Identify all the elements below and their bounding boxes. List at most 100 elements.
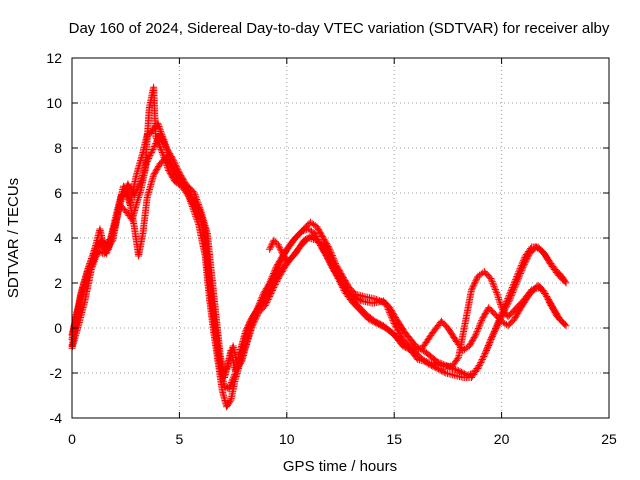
y-tick-label: 0 [54,320,62,336]
data-point [82,276,90,284]
data-point [439,368,447,375]
data-point [157,132,165,140]
data-point [274,241,282,249]
data-point [469,283,477,291]
data-point [520,262,528,270]
data-point [493,323,501,331]
data-point [161,157,169,165]
data-point [388,313,396,321]
data-point [333,269,341,277]
data-point [470,281,478,289]
data-point [484,343,492,351]
data-point [268,287,276,294]
data-point [482,346,490,354]
data-point [558,318,566,326]
y-tick-label: 6 [54,185,62,201]
data-point [121,188,129,196]
data-point [327,255,335,263]
data-point [221,366,229,374]
data-point [396,330,404,338]
data-point [523,254,531,262]
data-point [492,325,500,333]
data-point [150,143,158,150]
data-point [328,257,336,265]
data-point [521,260,529,268]
data-point [132,188,140,196]
data-point [146,152,154,159]
data-point [474,365,482,372]
data-point [118,194,126,202]
data-point [471,332,479,340]
data-point [171,160,179,168]
data-point [92,250,100,258]
data-point [474,324,482,332]
data-point [271,282,279,290]
data-point [121,186,129,194]
data-point [514,276,522,284]
data-point [183,183,191,191]
data-point [511,284,519,292]
data-point [509,288,517,296]
data-point [225,383,233,391]
data-point [497,302,505,310]
data-point [394,327,402,335]
data-point [495,295,503,303]
data-point [130,191,138,199]
data-point [225,385,233,393]
data-point [86,266,94,273]
data-point [163,162,171,170]
series-track-e [266,236,291,264]
data-point [485,340,493,348]
data-point [513,279,521,287]
data-point [337,278,345,286]
axis-ticks: 0 5 10 15 20 25 -4 -2 0 2 4 6 8 10 12 [46,50,617,447]
x-axis-title: GPS time / hours [283,458,397,475]
data-point [229,375,237,383]
data-points [68,83,570,411]
data-point [275,242,283,250]
data-point [508,290,516,298]
data-point [491,284,499,292]
data-point [386,309,394,317]
data-point [226,382,234,390]
y-tick-label: -2 [50,365,63,381]
data-point [187,191,195,198]
data-point [162,143,170,150]
data-point [282,255,290,263]
data-point [87,263,95,270]
data-point [249,320,257,328]
data-point [173,163,181,171]
data-point [475,363,483,371]
data-point [276,244,284,252]
data-point [143,158,151,165]
data-point [493,289,501,297]
data-point [135,182,143,190]
data-point [488,278,496,286]
data-point [227,378,235,386]
data-point [513,277,521,285]
data-point [505,296,513,304]
data-point [511,282,519,290]
data-point [272,279,280,287]
data-point [521,259,529,267]
data-point [488,334,496,342]
data-point [334,271,342,279]
data-point [159,152,167,160]
data-point [134,184,142,192]
data-point [170,157,178,165]
data-point [490,282,498,290]
data-point [456,368,464,375]
data-point [517,270,525,278]
data-point [161,141,169,149]
data-point [164,165,172,173]
data-point [490,329,498,337]
data-point [392,322,400,330]
data-point [156,131,164,138]
data-point [489,331,497,339]
data-point [479,354,487,362]
series-track-d [68,131,568,377]
data-point [150,144,158,152]
data-point [487,335,495,343]
data-point [519,263,527,271]
data-point [251,317,259,325]
